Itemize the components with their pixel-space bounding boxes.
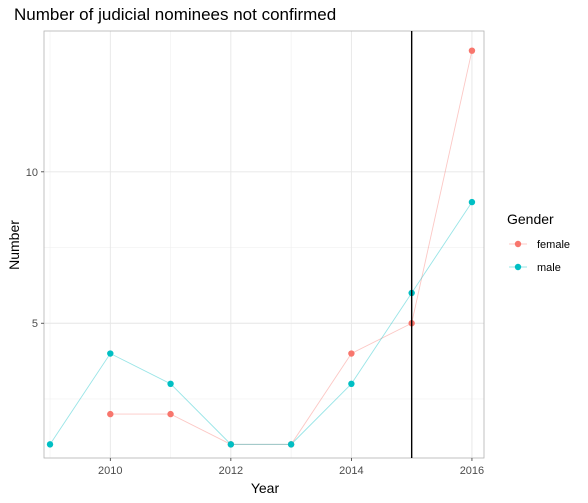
x-tick-label: 2012	[219, 465, 243, 477]
grid	[44, 31, 484, 458]
data-point-female	[107, 410, 114, 418]
legend-key-point-female	[514, 240, 522, 248]
legend-label-male: male	[537, 262, 561, 274]
data-point-female	[468, 47, 476, 54]
x-tick-label: 2010	[98, 465, 122, 477]
series-line-male	[49, 201, 473, 445]
legend-key-point-male	[514, 263, 522, 271]
y-tick-label: 10	[26, 167, 38, 179]
x-axis-ticks: 2010 2012 2014 2016	[98, 458, 484, 477]
legend-title: Gender	[507, 211, 554, 227]
legend-items: female male	[509, 239, 570, 274]
data-point-female	[348, 350, 355, 357]
legend: Gender female male	[507, 211, 570, 274]
data-point-male	[46, 441, 54, 448]
data-point-male	[167, 380, 174, 388]
y-tick-label: 5	[32, 318, 38, 330]
series-points	[46, 47, 476, 448]
y-axis-title: Number	[6, 220, 22, 270]
y-axis-ticks: 5 10	[26, 167, 44, 330]
plot-panel-border	[43, 30, 485, 459]
x-axis-title: Year	[251, 480, 280, 496]
chart-title: Number of judicial nominees not confirme…	[14, 5, 336, 24]
data-point-male	[468, 198, 476, 206]
x-tick-label: 2014	[339, 465, 363, 477]
legend-label-female: female	[537, 239, 570, 251]
data-point-female	[167, 410, 174, 418]
data-point-male	[227, 441, 235, 448]
x-tick-label: 2016	[460, 465, 484, 477]
data-point-male	[107, 350, 114, 357]
data-point-male	[287, 441, 295, 448]
data-point-male	[348, 380, 355, 388]
